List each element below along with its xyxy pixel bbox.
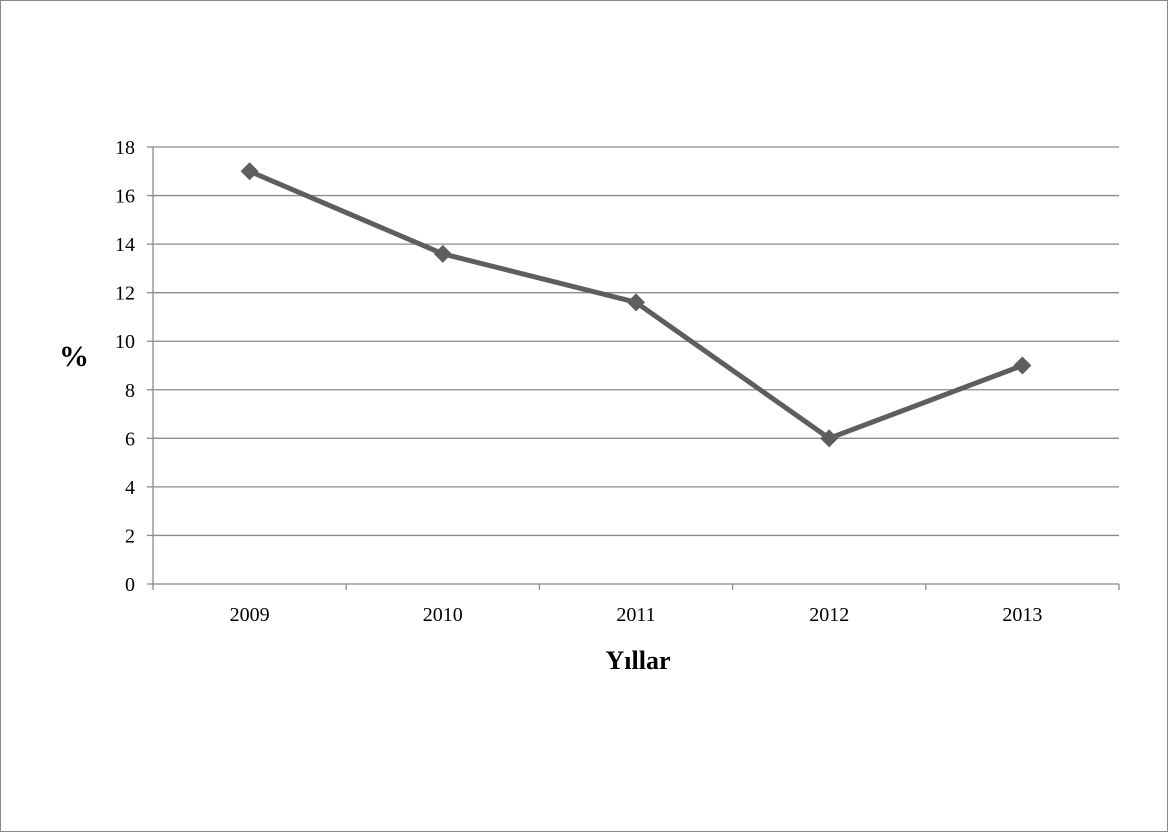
y-tick-label: 10 — [115, 331, 135, 353]
axes — [147, 146, 1120, 590]
y-tick-labels: 0 2 4 6 8 10 12 14 16 18 — [115, 137, 135, 596]
x-tick-label: 2009 — [230, 604, 270, 626]
y-tick-label: 18 — [115, 137, 135, 159]
data-point-marker — [627, 293, 645, 312]
y-tick-label: 12 — [115, 283, 135, 305]
y-tick-label: 14 — [115, 234, 135, 256]
data-point-marker — [820, 429, 839, 448]
x-tick-label: 2013 — [1002, 604, 1042, 626]
y-tick-label: 6 — [125, 428, 135, 450]
y-axis-title: % — [59, 340, 89, 373]
y-tick-label: 8 — [125, 380, 135, 402]
x-tick-label: 2012 — [809, 604, 849, 626]
data-markers — [240, 162, 1032, 448]
x-tick-labels: 2009 2010 2011 2012 2013 — [230, 604, 1043, 626]
y-tick-label: 16 — [115, 186, 135, 208]
x-tick-label: 2010 — [423, 604, 463, 626]
x-axis-title: Yıllar — [606, 646, 671, 675]
data-point-marker — [433, 244, 452, 263]
y-tick-label: 2 — [125, 525, 135, 547]
data-point-marker — [240, 162, 259, 181]
gridlines — [153, 146, 1119, 537]
data-point-marker — [1013, 356, 1032, 375]
y-tick-label: 0 — [125, 574, 135, 596]
x-tick-label: 2011 — [616, 604, 655, 626]
y-tick-label: 4 — [125, 477, 135, 499]
